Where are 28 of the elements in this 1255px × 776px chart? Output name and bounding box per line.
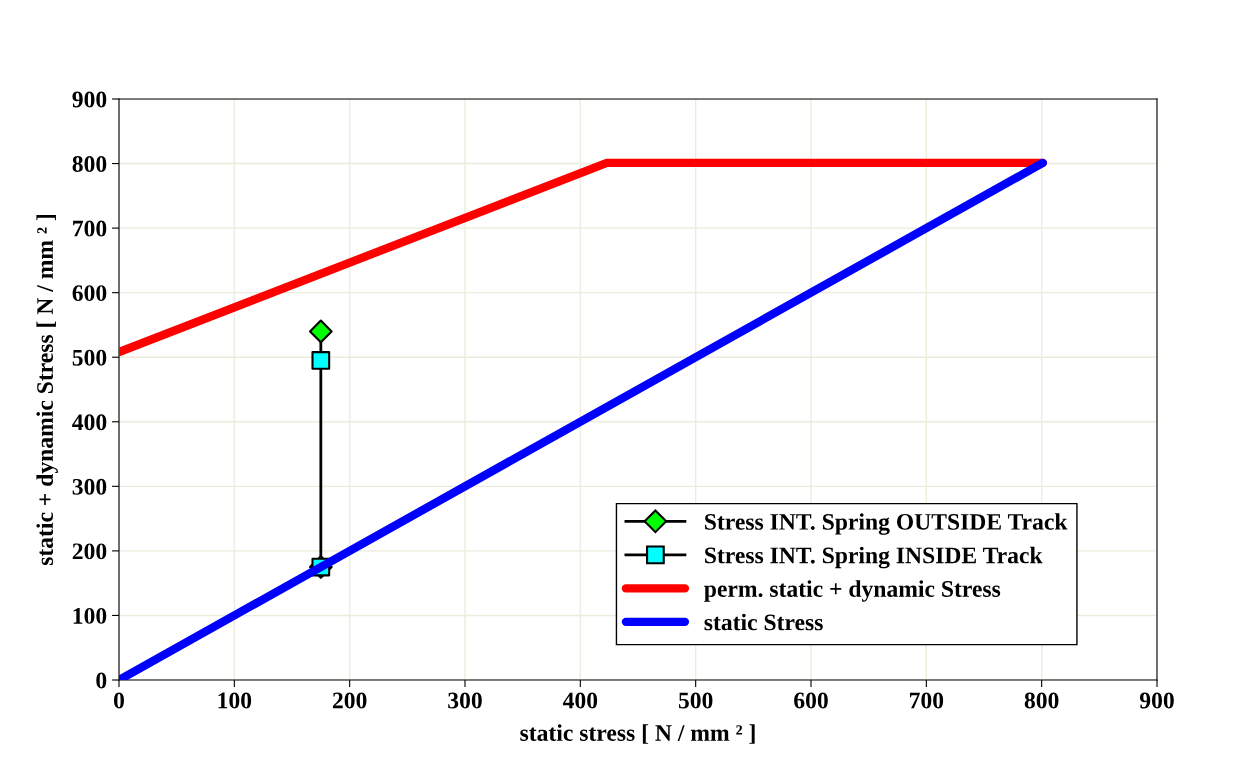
legend-label: perm. static + dynamic Stress — [704, 580, 1001, 602]
y-tick-label: 900 — [72, 91, 107, 108]
y-tick-label: 400 — [72, 414, 107, 431]
point — [308, 319, 333, 344]
y-tick-label: 200 — [72, 543, 107, 560]
legend-label: Stress INT. Spring INSIDE Track — [705, 546, 1043, 569]
x-tick-label: 900 — [1139, 692, 1174, 709]
x-tick-label: 600 — [794, 692, 828, 709]
y-axis-title: static + dynamic Stress [ N / mm ² ] — [36, 214, 58, 566]
y-tick-label: 0 — [96, 672, 107, 689]
y-tick-label: 600 — [72, 285, 107, 302]
y-tick-label: 700 — [73, 220, 107, 237]
x-tick-label: 500 — [678, 692, 713, 709]
legend-label: Stress INT. Spring OUTSIDE Track — [705, 513, 1068, 535]
point — [311, 351, 331, 370]
x-tick-label: 400 — [562, 692, 598, 709]
x-tick-label: 0 — [114, 692, 124, 709]
y-tick-label: 100 — [73, 607, 107, 624]
x-tick-label: 800 — [1024, 692, 1059, 709]
x-tick-label: 300 — [448, 692, 482, 709]
x-tick-label: 100 — [218, 692, 252, 709]
x-tick-label: 700 — [909, 692, 944, 709]
y-tick-label: 300 — [72, 478, 107, 495]
y-tick-label: 800 — [72, 156, 107, 172]
legend-label: static Stress — [704, 613, 823, 631]
y-tick-label: 500 — [72, 349, 107, 366]
x-tick-label: 200 — [332, 692, 367, 709]
x-axis-title: static stress [ N / mm ² ] — [520, 724, 755, 744]
